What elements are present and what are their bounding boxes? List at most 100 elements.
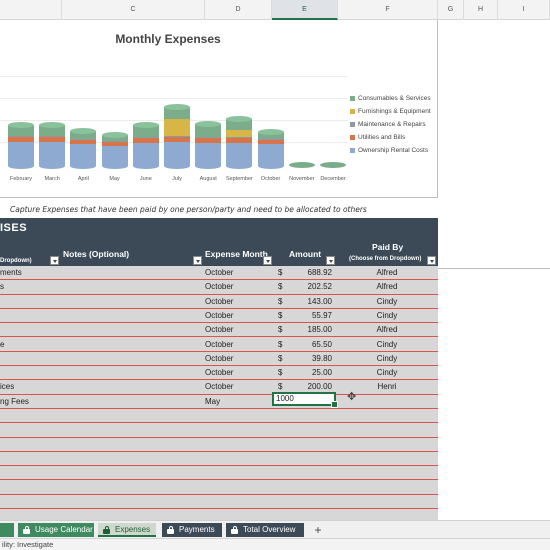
chart-bar-segment xyxy=(164,119,190,136)
row-amount[interactable]: 55.97 xyxy=(311,310,332,320)
row-currency[interactable]: $ xyxy=(278,353,283,363)
row-expense-month[interactable]: October xyxy=(205,268,234,277)
row-paid-by[interactable]: Cindy xyxy=(376,353,398,363)
table-row[interactable] xyxy=(0,452,438,467)
table-row[interactable]: October $39.80 Cindy xyxy=(0,352,438,367)
table-row[interactable]: October $55.97 Cindy xyxy=(0,309,438,324)
accessibility-status[interactable]: ility: Investigate xyxy=(2,540,54,549)
notes-filter-button[interactable] xyxy=(193,256,202,265)
table-row[interactable] xyxy=(0,509,438,520)
table-row[interactable]: October $185.00 Alfred xyxy=(0,323,438,338)
month-filter-button[interactable] xyxy=(263,256,272,265)
sheet-tab-partial[interactable] xyxy=(0,523,14,537)
row-paid-by[interactable]: Cindy xyxy=(376,296,398,306)
row-amount[interactable]: 688.92 xyxy=(307,268,332,277)
tab-expenses[interactable]: Expenses xyxy=(98,523,156,537)
chart-bar xyxy=(288,20,315,198)
column-header-f[interactable]: F xyxy=(338,0,438,20)
category-filter-button[interactable] xyxy=(50,256,59,265)
tab-usage-calendar[interactable]: Usage Calendar xyxy=(18,523,94,537)
table-row[interactable] xyxy=(0,409,438,424)
row-amount[interactable]: 39.80 xyxy=(311,353,332,363)
add-sheet-button[interactable]: + xyxy=(314,523,322,537)
row-paid-by[interactable]: Cindy xyxy=(376,310,398,320)
amount-filter-button[interactable] xyxy=(326,256,335,265)
table-row[interactable] xyxy=(0,438,438,452)
row-currency[interactable]: $ xyxy=(278,282,283,292)
row-paid-by[interactable]: Cindy xyxy=(376,368,398,378)
chart-gridline xyxy=(0,98,348,99)
chart-bar-segment xyxy=(164,137,190,142)
tab-total-overview[interactable]: Total Overview xyxy=(226,523,304,537)
row-currency[interactable]: $ xyxy=(278,296,283,306)
table-row[interactable] xyxy=(0,495,438,510)
column-header-h[interactable]: H xyxy=(464,0,498,20)
column-header-i[interactable]: I xyxy=(498,0,550,20)
table-row[interactable] xyxy=(0,466,438,481)
row-description[interactable]: ices xyxy=(0,382,15,392)
chart-title: Monthly Expenses xyxy=(115,32,221,46)
row-amount[interactable]: 202.52 xyxy=(307,282,332,292)
row-paid-by[interactable]: Alfred xyxy=(376,325,398,335)
chart-bar-segment xyxy=(226,138,253,144)
row-expense-month[interactable]: October xyxy=(205,282,234,292)
chart-bar-base xyxy=(257,163,284,169)
row-amount[interactable]: 185.00 xyxy=(307,325,332,335)
row-paid-by[interactable]: Alfred xyxy=(376,282,398,292)
row-description[interactable]: ments xyxy=(0,268,22,277)
row-expense-month[interactable]: October xyxy=(205,325,234,335)
chart-bar-segment xyxy=(257,138,284,140)
legend-swatch xyxy=(350,135,355,140)
status-bar: ility: Investigate xyxy=(0,538,550,550)
chart-bar-segment xyxy=(226,143,253,166)
table-row[interactable] xyxy=(0,481,438,495)
row-expense-month[interactable]: October xyxy=(205,382,234,392)
table-row[interactable]: October $25.00 Cindy xyxy=(0,366,438,381)
row-currency[interactable]: $ xyxy=(278,310,283,320)
chart-bar-segment xyxy=(257,132,284,139)
tab-payments[interactable]: Payments xyxy=(162,523,222,537)
row-expense-month[interactable]: October xyxy=(205,339,234,349)
chart-bar-empty xyxy=(320,162,346,168)
row-expense-month[interactable]: October xyxy=(205,296,234,306)
column-header-d[interactable]: D xyxy=(205,0,272,20)
row-expense-month[interactable]: October xyxy=(205,353,234,363)
row-expense-month[interactable]: October xyxy=(205,310,234,320)
row-description[interactable]: e xyxy=(0,339,5,349)
row-currency[interactable]: $ xyxy=(278,368,283,378)
row-description[interactable]: s xyxy=(0,282,4,292)
column-header-c[interactable]: C xyxy=(62,0,205,20)
legend-item: Furnishings & Equipment xyxy=(350,105,431,118)
chart-bar-segment xyxy=(257,139,284,145)
row-amount[interactable]: 65.50 xyxy=(311,339,332,349)
row-currency[interactable]: $ xyxy=(278,339,283,349)
column-header-e[interactable]: E xyxy=(272,0,338,20)
row-expense-month[interactable]: May xyxy=(205,396,221,406)
monthly-expenses-chart[interactable]: Monthly Expenses February March April May Ju… xyxy=(0,20,438,198)
table-row[interactable]: ments October $688.92 Alfred xyxy=(0,266,438,281)
row-amount[interactable]: 25.00 xyxy=(311,368,332,378)
table-row[interactable]: ng Fees May xyxy=(0,395,438,409)
row-paid-by[interactable]: Alfred xyxy=(376,268,398,277)
row-expense-month[interactable]: October xyxy=(205,368,234,378)
chart-bar-top xyxy=(8,122,34,129)
amount-edit-cell[interactable]: 1000 xyxy=(272,392,338,408)
row-paid-by[interactable]: Henri xyxy=(377,382,397,392)
table-row[interactable]: e October $65.50 Cindy xyxy=(0,338,438,352)
legend-swatch xyxy=(350,96,355,101)
row-amount[interactable]: 200.00 xyxy=(307,382,332,392)
table-row[interactable]: October $143.00 Cindy xyxy=(0,295,438,309)
paid-by-filter-button[interactable] xyxy=(427,256,436,265)
table-row[interactable]: ices October $200.00 Henri xyxy=(0,380,438,395)
column-header-g[interactable]: G xyxy=(438,0,464,20)
row-currency[interactable]: $ xyxy=(278,382,283,392)
table-row[interactable]: s October $202.52 Alfred xyxy=(0,280,438,295)
row-currency[interactable]: $ xyxy=(278,325,283,335)
row-currency[interactable]: $ xyxy=(278,268,283,277)
table-row[interactable] xyxy=(0,423,438,438)
column-header-b[interactable] xyxy=(0,0,62,20)
row-description[interactable]: ng Fees xyxy=(0,396,29,406)
row-amount[interactable]: 143.00 xyxy=(307,296,332,306)
row-paid-by[interactable]: Cindy xyxy=(376,339,398,349)
chart-bar-base xyxy=(164,163,190,169)
